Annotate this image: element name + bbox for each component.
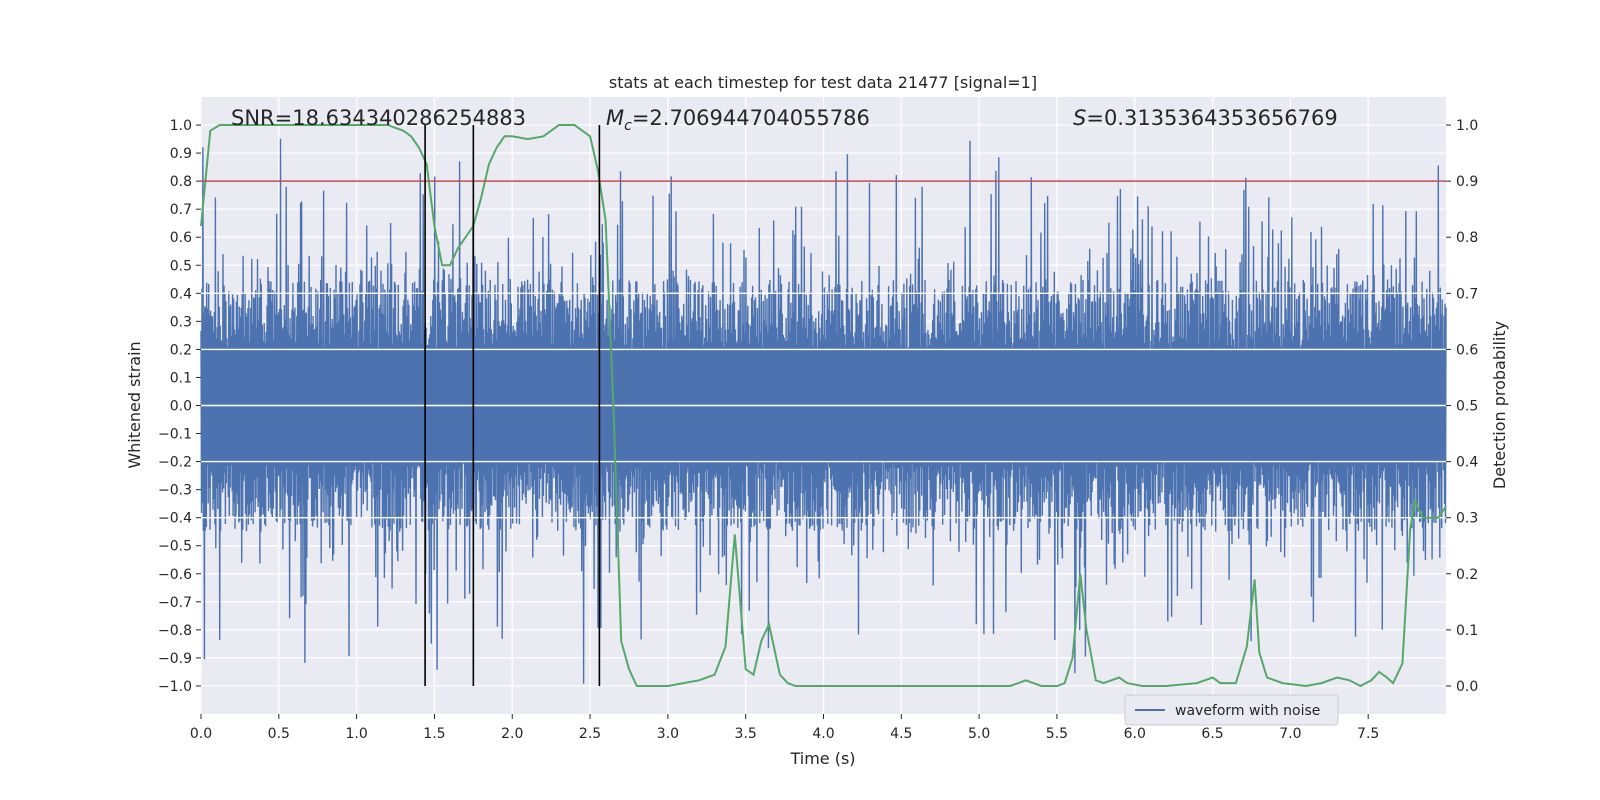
x-tick-label-14: 7.0 (1279, 726, 1301, 742)
legend-box (1124, 694, 1339, 726)
detection-probability-line (200, 124, 1447, 688)
x-tick-label-5: 2.5 (579, 726, 601, 742)
right-y-tick-label-5: 0.5 (1456, 399, 1478, 415)
x-axis-label: Time (s) (789, 749, 855, 768)
right-y-tick-label-8: 0.2 (1456, 567, 1478, 583)
chirp-mass-subscript: c (624, 118, 632, 134)
snr-annotation: SNR=18.634340286254883 (231, 106, 526, 130)
left-y-tick-label-3: 0.7 (170, 202, 192, 218)
left-y-tick-label-15: −0.5 (158, 539, 192, 555)
right-y-tick-label-0: 1.0 (1456, 118, 1478, 134)
x-tick-label-12: 6.0 (1124, 726, 1146, 742)
right-y-tick-label-4: 0.6 (1456, 342, 1478, 358)
left-y-tick-label-20: −1.0 (158, 679, 192, 695)
left-y-axis-label: Whitened strain (125, 341, 144, 468)
x-tick-label-13: 6.5 (1201, 726, 1223, 742)
waveform-with-noise-series (200, 138, 1447, 684)
left-y-tick-label-7: 0.3 (170, 314, 192, 330)
detection-probability-series (200, 124, 1447, 688)
x-tick-label-6: 3.0 (657, 726, 679, 742)
x-tick-label-10: 5.0 (968, 726, 990, 742)
left-y-tick-label-17: −0.7 (158, 595, 192, 611)
x-tick-label-8: 4.0 (812, 726, 834, 742)
left-y-tick-label-14: −0.4 (158, 511, 192, 527)
left-y-tick-label-19: −0.9 (158, 651, 192, 667)
left-y-axis-ticks: 1.0 0.9 0.8 0.7 0.6 0.5 0.4 0.3 0.2 0.1 0.0 −0.1 −0.… (158, 118, 201, 695)
left-y-tick-label-6: 0.4 (170, 286, 192, 302)
left-y-tick-label-5: 0.5 (170, 258, 192, 274)
left-y-tick-label-8: 0.2 (170, 342, 192, 358)
x-tick-label-15: 7.5 (1357, 726, 1379, 742)
left-y-tick-label-1: 0.9 (170, 146, 192, 162)
left-y-tick-label-13: −0.3 (158, 483, 192, 499)
left-y-tick-label-9: 0.1 (170, 370, 192, 386)
left-y-tick-label-0: 1.0 (170, 118, 192, 134)
chart-title: stats at each timestep for test data 214… (609, 73, 1037, 92)
right-y-tick-label-3: 0.7 (1456, 286, 1478, 302)
waveform-with-noise-line (200, 138, 1447, 684)
left-y-tick-label-11: −0.1 (158, 427, 192, 443)
right-y-tick-label-1: 0.9 (1456, 174, 1478, 190)
right-y-axis-label: Detection probability (1490, 321, 1509, 489)
left-y-tick-label-2: 0.8 (170, 174, 192, 190)
vertical-markers (424, 125, 601, 686)
left-y-tick-label-4: 0.6 (170, 230, 192, 246)
x-tick-label-0: 0.0 (190, 726, 212, 742)
right-y-axis-ticks: 1.0 0.9 0.8 0.7 0.6 0.5 0.4 0.3 0.2 0.1 0.0 (1446, 118, 1478, 695)
left-y-tick-label-12: −0.2 (158, 455, 192, 471)
chirp-mass-annotation: Mc=2.706944704055786 (606, 106, 870, 134)
chirp-mass-value: =2.706944704055786 (632, 106, 870, 130)
legend-label: waveform with noise (1175, 703, 1320, 719)
s-value: =0.3135364353656769 (1086, 106, 1337, 130)
left-y-tick-label-18: −0.8 (158, 623, 192, 639)
right-y-tick-label-7: 0.3 (1456, 511, 1478, 527)
chirp-mass-symbol: M (606, 106, 624, 130)
x-tick-label-4: 2.0 (501, 726, 523, 742)
left-y-tick-label-16: −0.6 (158, 567, 192, 583)
x-tick-label-7: 3.5 (735, 726, 757, 742)
x-tick-label-1: 0.5 (268, 726, 290, 742)
right-y-tick-label-2: 0.8 (1456, 230, 1478, 246)
x-tick-label-3: 1.5 (423, 726, 445, 742)
x-axis-ticks: 0.0 0.5 1.0 1.5 2.0 2.5 3.0 3.5 4.0 4.5 5.0 5.5 6.0 6… (190, 714, 1379, 742)
x-tick-label-9: 4.5 (890, 726, 912, 742)
legend: waveform with noise (1124, 694, 1339, 726)
right-y-tick-label-9: 0.1 (1456, 623, 1478, 639)
left-y-tick-label-10: 0.0 (170, 399, 192, 415)
right-y-tick-label-10: 0.0 (1456, 679, 1478, 695)
right-y-tick-label-6: 0.4 (1456, 455, 1478, 471)
s-symbol: S (1073, 106, 1086, 130)
s-annotation: S=0.3135364353656769 (1073, 106, 1338, 130)
x-tick-label-11: 5.5 (1046, 726, 1068, 742)
x-tick-label-2: 1.0 (345, 726, 367, 742)
